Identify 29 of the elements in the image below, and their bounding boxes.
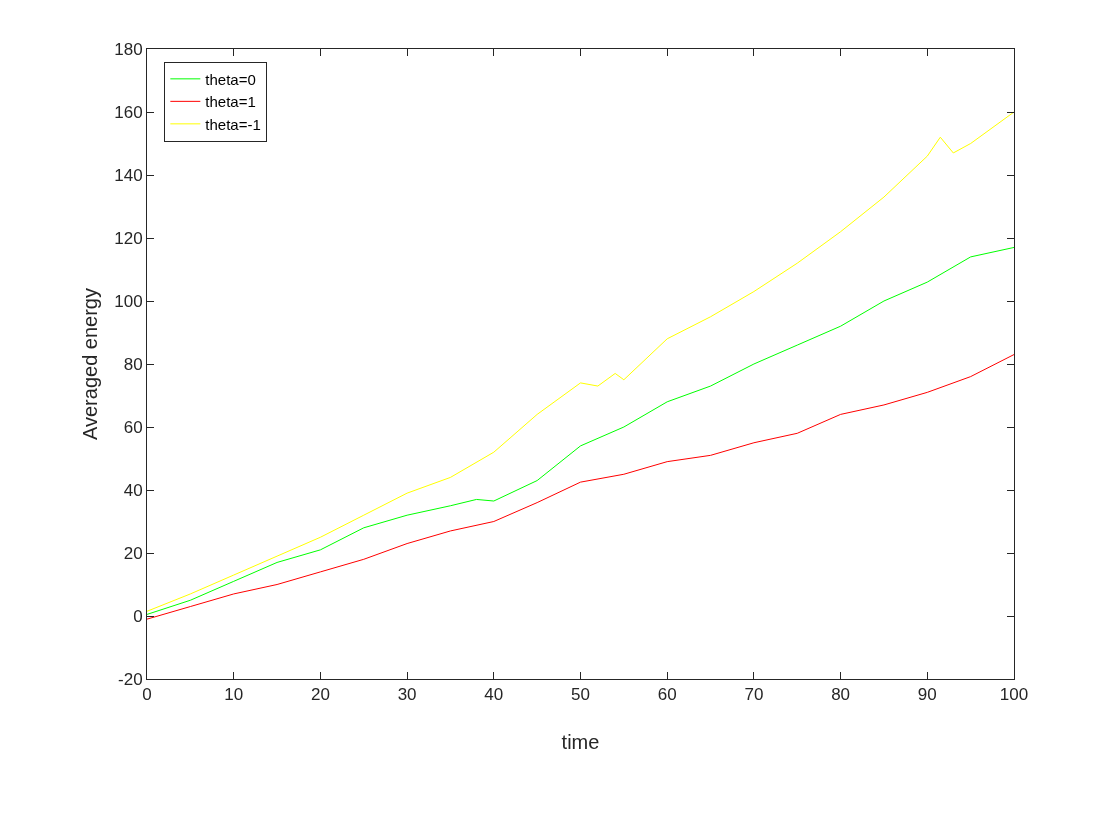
legend-label: theta=-1 (205, 115, 261, 133)
x-tick-label: 90 (917, 685, 937, 705)
y-tick-label: 160 (114, 102, 143, 122)
y-tick-label: 20 (123, 543, 143, 563)
y-tick-label: 80 (123, 354, 143, 374)
x-tick-label: 60 (657, 685, 677, 705)
x-tick-label: 10 (224, 685, 244, 705)
x-tick-label: 40 (484, 685, 504, 705)
y-tick-label: 120 (114, 228, 143, 248)
legend-label: theta=1 (205, 93, 256, 111)
x-tick-label: 70 (744, 685, 764, 705)
x-axis-title: time (561, 731, 600, 753)
legend-label: theta=0 (205, 70, 256, 88)
y-tick-label: -20 (118, 669, 143, 689)
x-tick-label: 50 (571, 685, 590, 705)
y-tick-label: 40 (123, 480, 143, 500)
y-tick-label: 100 (114, 291, 143, 311)
line-series (147, 246, 1014, 615)
x-tick-label: 20 (310, 685, 330, 705)
line-series (147, 354, 1014, 620)
line-series (147, 111, 1014, 612)
y-tick-label: 0 (133, 606, 143, 626)
y-axis-title: Averaged energy (79, 288, 101, 440)
y-tick-label: 60 (123, 417, 143, 437)
y-tick-label: 180 (114, 39, 143, 59)
x-tick-label: 80 (831, 685, 851, 705)
x-tick-label: 30 (397, 685, 417, 705)
x-tick-label: 100 (999, 685, 1029, 705)
y-tick-label: 140 (114, 165, 143, 185)
